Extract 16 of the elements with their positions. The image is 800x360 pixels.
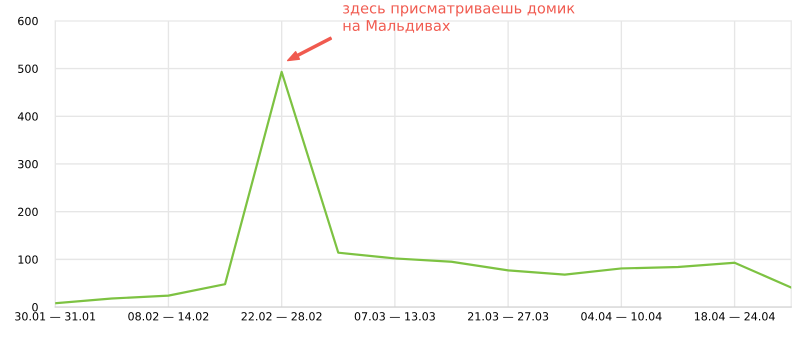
x-tick-label: 21.03 — 27.03 [468, 312, 548, 321]
line-series [55, 70, 792, 304]
annotation: здесь присматриваешь домик на Мальдивах [343, 5, 575, 33]
x-tick-label: 18.04 — 24.04 [694, 312, 775, 321]
x-tick-label: 04.04 — 10.04 [581, 312, 662, 321]
x-tick-label: 30.01 — 31.01 [15, 312, 96, 321]
y-tick-label: 600 [18, 16, 38, 26]
y-tick-label: 100 [18, 255, 38, 264]
y-tick-label: 400 [18, 112, 38, 121]
y-tick-label: 0 [32, 303, 38, 312]
x-tick-label: 22.02 — 28.02 [242, 312, 322, 321]
y-tick-label: 500 [18, 64, 38, 73]
y-tick-label: 200 [18, 208, 38, 216]
x-tick-label: 08.02 — 14.02 [128, 312, 208, 321]
y-tick-label: 300 [18, 160, 38, 168]
x-tick-label: 07.03 — 13.03 [354, 312, 435, 321]
